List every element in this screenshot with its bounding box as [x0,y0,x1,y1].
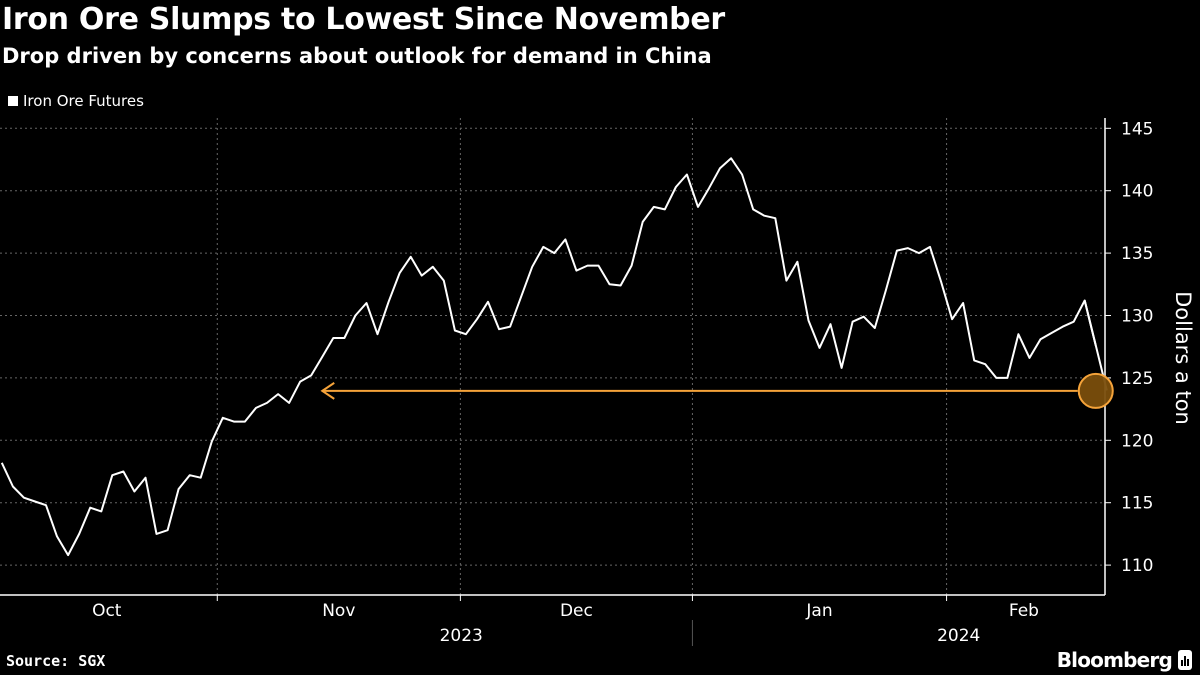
legend-swatch [8,96,18,106]
legend-label: Iron Ore Futures [23,92,144,110]
y-tick-label: 135 [1121,244,1153,264]
annotation-marker-circle [1077,372,1114,409]
source-note: Source: SGX [6,652,106,670]
brand-name: Bloomberg [1056,648,1173,672]
x-month-label: Feb [1009,601,1039,621]
y-tick-label: 130 [1121,307,1153,327]
x-month-label: Dec [560,601,593,621]
bloomberg-logo: Bloomberg [1057,648,1192,672]
chart-subtitle: Drop driven by concerns about outlook fo… [2,44,712,68]
series-last-segment [1083,300,1097,346]
x-month-label: Nov [322,601,355,621]
y-tick-label: 140 [1121,182,1153,202]
x-month-label: Jan [805,601,832,621]
y-tick-label: 115 [1121,494,1153,514]
x-year-label: 2024 [937,626,980,646]
x-year-label: 2023 [440,626,483,646]
annotation-arrowhead [320,382,335,400]
bloomberg-chart-icon [1178,650,1192,670]
x-month-label: Oct [92,601,122,621]
chart-title: Iron Ore Slumps to Lowest Since November [2,2,725,37]
y-tick-label: 125 [1121,369,1153,389]
y-tick-label: 120 [1121,431,1153,451]
series-line-iron-ore-futures [0,157,1108,557]
y-axis-label: Dollars a ton [1171,291,1195,425]
y-tick-label: 110 [1121,556,1153,576]
legend: Iron Ore Futures [8,92,144,110]
y-tick-label: 145 [1121,119,1153,139]
